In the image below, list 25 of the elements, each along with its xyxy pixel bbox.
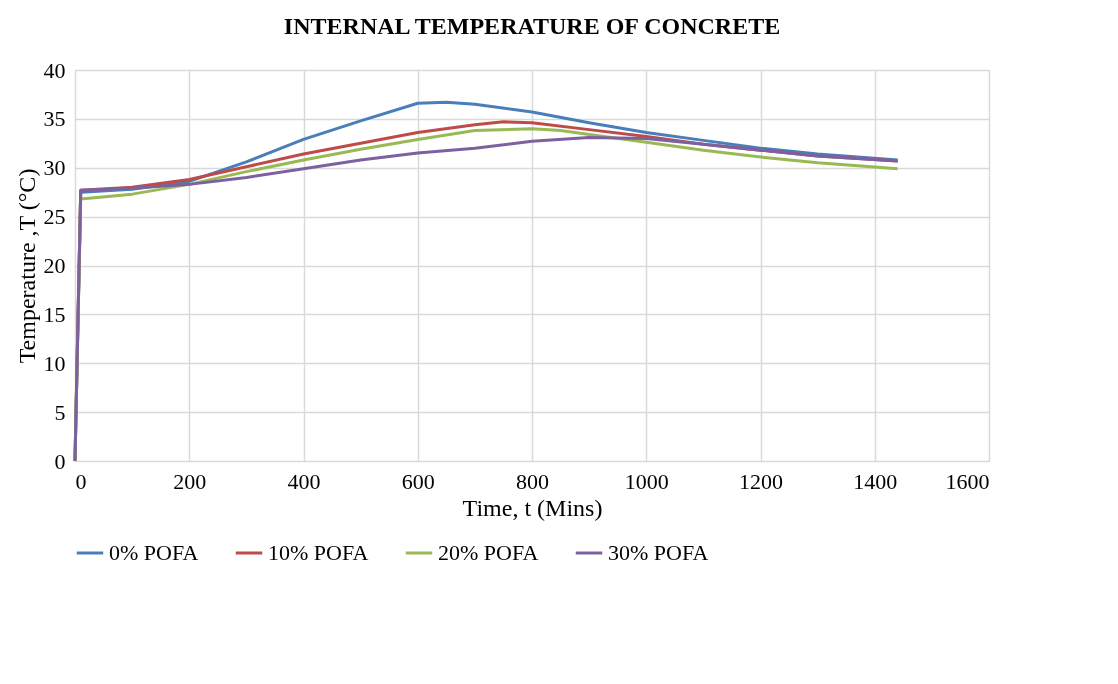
x-tick-label: 1200 (739, 468, 783, 494)
y-tick-label: 20 (43, 253, 66, 278)
y-tick-label: 10 (43, 350, 66, 376)
x-tick-label: 1600 (945, 468, 990, 494)
y-tick-label: 40 (43, 57, 66, 83)
x-tick-label: 400 (287, 468, 321, 494)
legend-label: 0% POFA (109, 540, 199, 565)
y-tick-label: 25 (43, 204, 66, 230)
x-tick-label: 0 (75, 468, 87, 494)
y-tick-label: 30 (43, 155, 66, 181)
legend-label: 20% POFA (438, 540, 539, 565)
y-tick-label: 35 (43, 106, 66, 132)
x-tick-label: 1000 (624, 468, 669, 494)
chart-title: INTERNAL TEMPERATURE OF CONCRETE (283, 13, 781, 39)
x-tick-label: 800 (516, 468, 549, 494)
x-axis-title: Time, t (Mins) (462, 494, 603, 521)
y-tick-label: 0 (54, 448, 66, 474)
legend-label: 30% POFA (608, 540, 709, 565)
y-tick-label: 5 (54, 399, 66, 425)
legend-label: 10% POFA (268, 540, 369, 565)
y-axis-title: Temperature ,T (°C) (13, 168, 40, 364)
y-tick-label: 15 (43, 301, 66, 327)
x-tick-label: 1400 (853, 468, 898, 494)
x-tick-label: 600 (401, 468, 435, 494)
x-tick-label: 200 (173, 468, 207, 494)
